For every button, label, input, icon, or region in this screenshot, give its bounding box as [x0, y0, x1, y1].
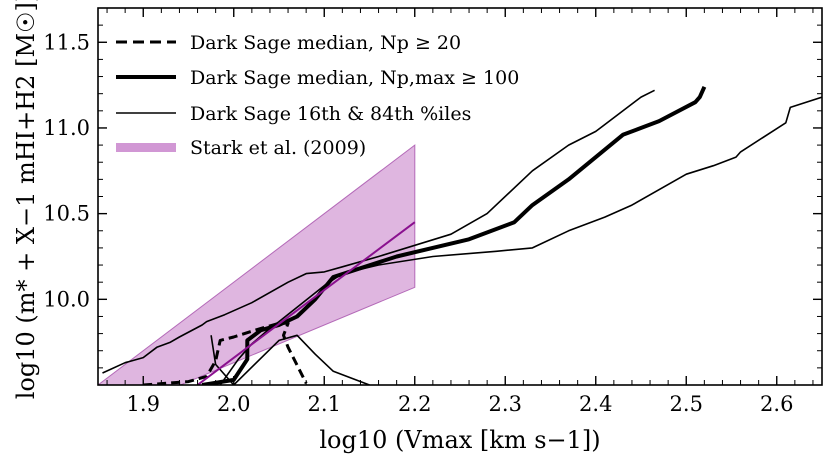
series-median-npmax100	[201, 85, 707, 385]
legend-label-thin: Dark Sage 16th & 84th %iles	[190, 103, 471, 125]
x-tick-label: 2.5	[670, 392, 703, 416]
stark-band	[98, 144, 416, 385]
y-tick-label: 10.0	[43, 287, 90, 311]
y-tick-label: 11.5	[43, 30, 90, 54]
legend: Dark Sage median, Np ≥ 20 Dark Sage medi…	[116, 32, 519, 159]
x-tick-label: 2.4	[579, 392, 612, 416]
series-percentile-3	[102, 89, 655, 374]
x-tick-label: 2.2	[398, 392, 431, 416]
x-axis-label: log10 (Vmax [km s−1])	[319, 426, 600, 454]
x-tick-label: 2.0	[217, 392, 250, 416]
x-tick-label: 2.1	[308, 392, 341, 416]
y-tick-label: 11.0	[43, 116, 90, 140]
y-axis-label: log10 (m* + X−1 mHI+H2 [M☉])	[12, 0, 40, 399]
legend-swatch-band	[116, 143, 176, 152]
y-tick-label: 10.5	[43, 202, 90, 226]
series-stark-fit	[196, 221, 416, 385]
legend-label-dashed: Dark Sage median, Np ≥ 20	[190, 32, 461, 54]
series-percentile-4	[210, 334, 370, 385]
x-tick-label: 2.3	[489, 392, 522, 416]
series-percentile-2	[219, 96, 822, 385]
legend-label-band: Stark et al. (2009)	[190, 137, 366, 159]
x-tick-label: 2.6	[760, 392, 793, 416]
legend-label-thick: Dark Sage median, Np,max ≥ 100	[190, 67, 519, 89]
series-median-np20	[143, 321, 308, 385]
x-tick-label: 1.9	[127, 392, 160, 416]
